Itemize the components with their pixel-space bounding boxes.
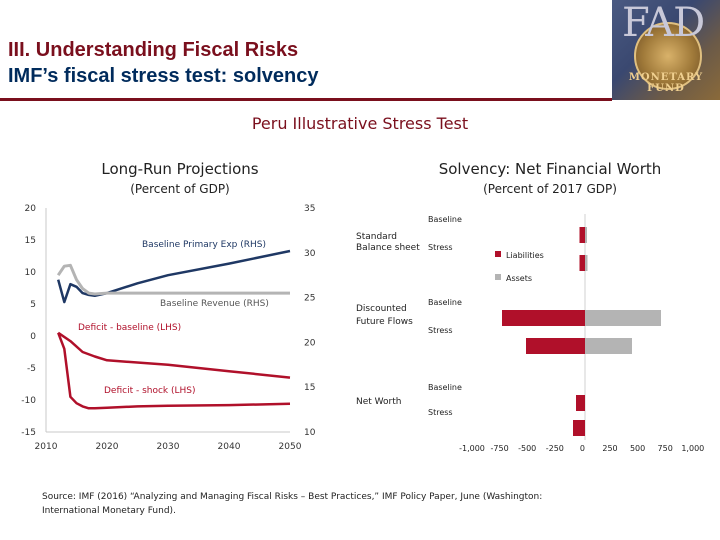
bar-x-tick-label: -750 [491,444,509,453]
bar-assets [585,227,587,243]
bar-liabilities [579,255,585,271]
bar-liabilities [573,420,585,436]
net-financial-worth-chart: Standard Balance sheet Baseline Stress Disco… [356,214,704,453]
logo-text: FAD [622,0,705,46]
bar-x-tick-label: 1,000 [681,444,704,453]
bar-row-label: Baseline [428,215,462,224]
header-rule [0,98,612,101]
bar-row-label: Baseline [428,383,462,392]
x-tick-label: 2020 [96,442,119,452]
bar-group-label: Discounted Future Flows [356,304,413,327]
logo-band: MONETARY FUND [628,72,704,94]
bar-liabilities [579,227,585,243]
bar-group-label: Net Worth [356,397,401,407]
left-y-tick-label: 5 [30,300,36,310]
bar-x-tick-label: 500 [630,444,645,453]
bar-liabilities [502,310,585,326]
right-y-tick-label: 25 [304,294,315,304]
bar-x-tick-label: -250 [546,444,564,453]
right-y-tick-label: 30 [304,249,316,259]
x-tick-label: 2010 [35,442,58,452]
right-chart-title: Solvency: Net Financial Worth [438,160,662,178]
series-line-primary-exp [56,249,291,304]
bar-assets [585,310,661,326]
left-y-tick-label: 20 [25,204,37,214]
legend-swatch-assets [495,274,501,280]
fad-logo: FAD MONETARY FUND [612,0,720,100]
left-axis-ticks: 20 15 10 5 0 -5 -10 -15 [21,204,36,438]
left-y-tick-label: 15 [25,236,36,246]
source-note: Source: IMF (2016) “Analyzing and Managi… [42,492,543,516]
right-y-tick-label: 35 [304,204,315,214]
bar-assets [585,338,632,354]
bar-x-tick-label: -1,000 [459,444,485,453]
x-axis-ticks: 2010 2020 2030 2040 2050 [35,442,302,452]
annotation-primary-exp: Baseline Primary Exp (RHS) [142,240,266,250]
right-chart-subtitle: (Percent of 2017 GDP) [483,182,617,196]
slide-subtitle: IMF’s fiscal stress test: solvency [8,65,319,87]
bar-row-label: Stress [428,243,453,252]
bar-x-tick-label: 750 [658,444,673,453]
left-y-tick-label: 10 [25,268,37,278]
bar-assets [585,255,588,271]
bar-row-label: Stress [428,326,453,335]
left-y-tick-label: 0 [30,332,36,342]
left-y-tick-label: -10 [21,396,36,406]
x-tick-label: 2030 [157,442,180,452]
x-tick-label: 2040 [218,442,241,452]
right-y-tick-label: 20 [304,338,316,348]
series-line-deficit-shock [57,332,291,410]
bar-row-label: Stress [428,408,453,417]
right-y-tick-label: 10 [304,428,316,438]
series-line-deficit-baseline [57,331,291,379]
left-y-tick-label: -15 [21,428,36,438]
slide-title: III. Understanding Fiscal Risks [8,39,299,61]
legend-label-liabilities: Liabilities [506,251,544,260]
main-title: Peru Illustrative Stress Test [251,114,469,133]
logo-seal [634,22,702,90]
left-chart-subtitle: (Percent of GDP) [130,182,230,196]
bar-liabilities [576,395,585,411]
left-y-tick-label: -5 [27,364,36,374]
bar-x-tick-label: 0 [580,444,585,453]
bar-row-label: Baseline [428,298,462,307]
bar-x-tick-label: 250 [602,444,617,453]
annotation-deficit-shock: Deficit - shock (LHS) [104,386,196,396]
bar-liabilities [526,338,585,354]
annotation-deficit-baseline: Deficit - baseline (LHS) [78,323,181,333]
legend-swatch-liabilities [495,251,501,257]
left-chart-title: Long-Run Projections [101,160,259,178]
right-axis-ticks: 35 30 25 20 15 10 [304,204,316,438]
legend-label-assets: Assets [506,274,532,283]
right-y-tick-label: 15 [304,383,315,393]
series-line-revenue [56,263,290,296]
bar-group-label: Standard Balance sheet [356,232,420,253]
bar-x-tick-label: -500 [518,444,536,453]
x-tick-label: 2050 [279,442,302,452]
annotation-revenue: Baseline Revenue (RHS) [160,299,269,309]
